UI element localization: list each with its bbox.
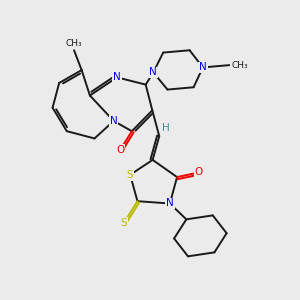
Text: N: N <box>166 199 174 208</box>
Text: S: S <box>127 170 134 180</box>
Text: CH₃: CH₃ <box>66 39 83 48</box>
Text: N: N <box>199 62 207 72</box>
Text: CH₃: CH₃ <box>231 61 248 70</box>
Text: O: O <box>116 145 124 155</box>
Text: S: S <box>120 218 127 228</box>
Text: O: O <box>195 167 203 178</box>
Text: N: N <box>149 68 157 77</box>
Text: N: N <box>110 116 118 126</box>
Text: N: N <box>113 72 121 82</box>
Text: H: H <box>162 122 170 133</box>
